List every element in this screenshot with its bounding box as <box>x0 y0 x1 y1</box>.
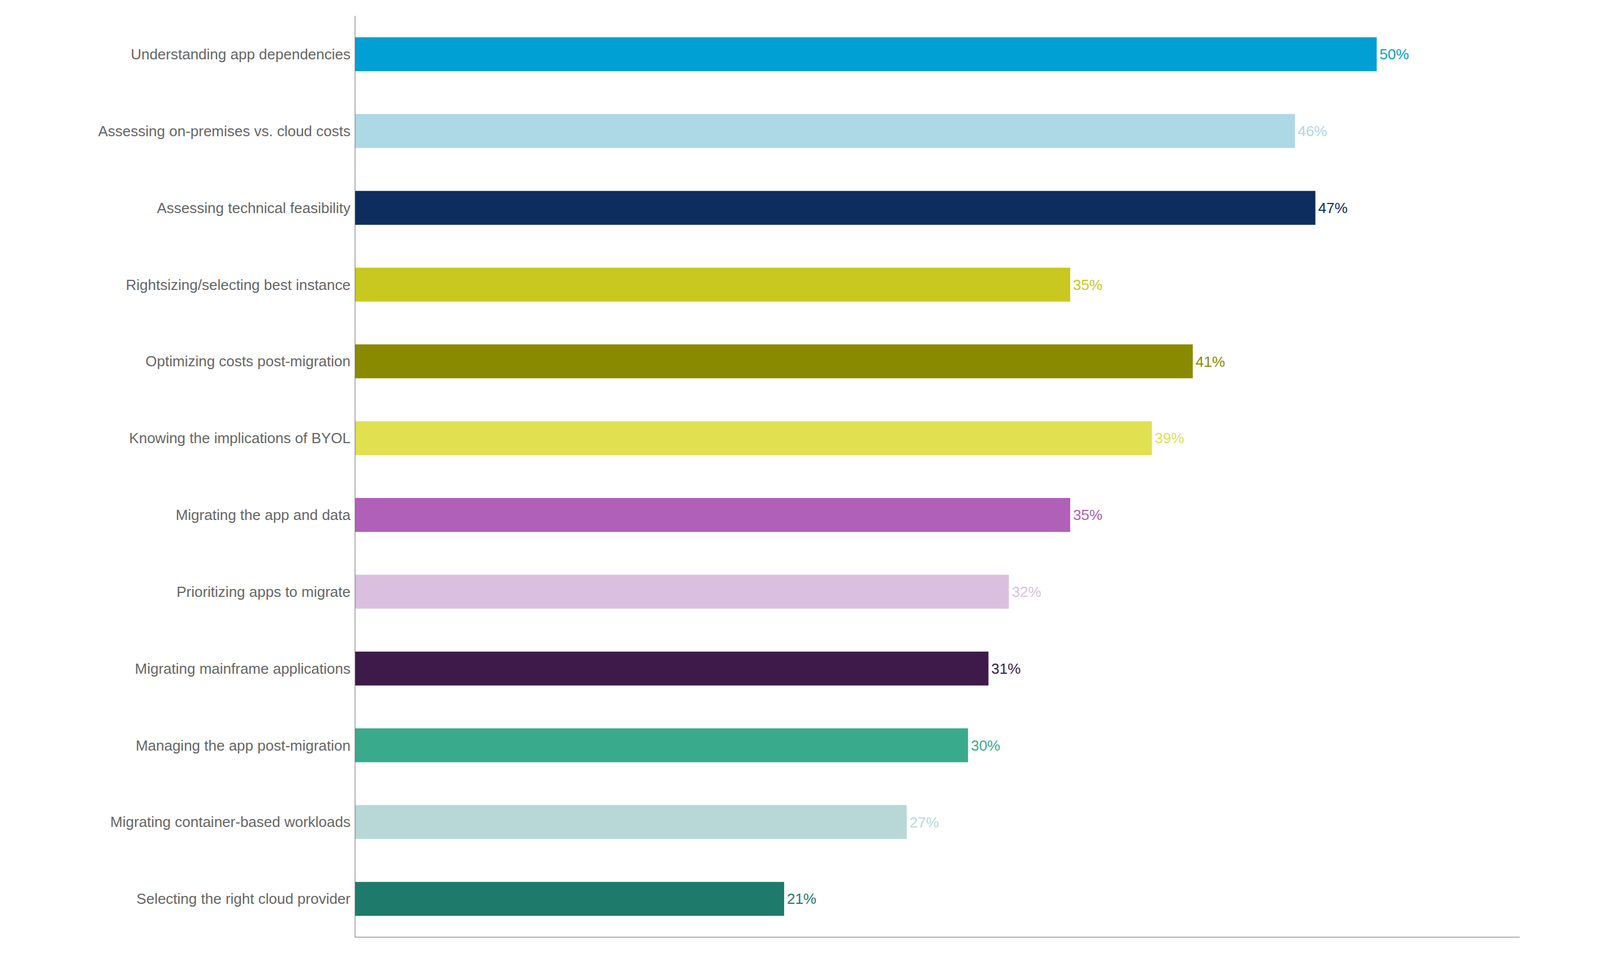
svg-text:32%: 32% <box>1011 583 1041 601</box>
svg-text:35%: 35% <box>1073 276 1103 294</box>
svg-text:Optimizing costs post-migratio: Optimizing costs post-migration <box>145 352 351 370</box>
svg-text:46%: 46% <box>1297 122 1327 140</box>
svg-text:35%: 35% <box>1073 506 1103 524</box>
svg-text:Assessing on-premises vs. clou: Assessing on-premises vs. cloud costs <box>97 122 351 140</box>
svg-text:Migrating container-based work: Migrating container-based workloads <box>110 813 351 831</box>
svg-text:Prioritizing apps to migrate: Prioritizing apps to migrate <box>176 583 351 601</box>
svg-text:47%: 47% <box>1318 199 1348 217</box>
svg-text:41%: 41% <box>1195 353 1226 371</box>
svg-text:27%: 27% <box>909 814 940 832</box>
svg-text:50%: 50% <box>1379 45 1409 63</box>
svg-text:Assessing technical feasibilit: Assessing technical feasibility <box>157 199 352 217</box>
svg-text:39%: 39% <box>1154 429 1184 447</box>
svg-text:31%: 31% <box>991 660 1021 678</box>
svg-text:Migrating mainframe applicatio: Migrating mainframe applications <box>134 660 351 678</box>
svg-text:Rightsizing/selecting best ins: Rightsizing/selecting best instance <box>126 276 351 294</box>
svg-text:30%: 30% <box>970 737 1001 755</box>
svg-text:Managing the app post-migratio: Managing the app post-migration <box>135 737 351 755</box>
svg-text:Migrating the app and data: Migrating the app and data <box>175 506 352 524</box>
svg-text:Understanding app dependencies: Understanding app dependencies <box>130 45 351 63</box>
svg-text:Selecting the right cloud prov: Selecting the right cloud provider <box>136 890 351 908</box>
svg-text:21%: 21% <box>786 890 817 908</box>
svg-text:Knowing the implications of BY: Knowing the implications of BYOL <box>128 429 351 447</box>
